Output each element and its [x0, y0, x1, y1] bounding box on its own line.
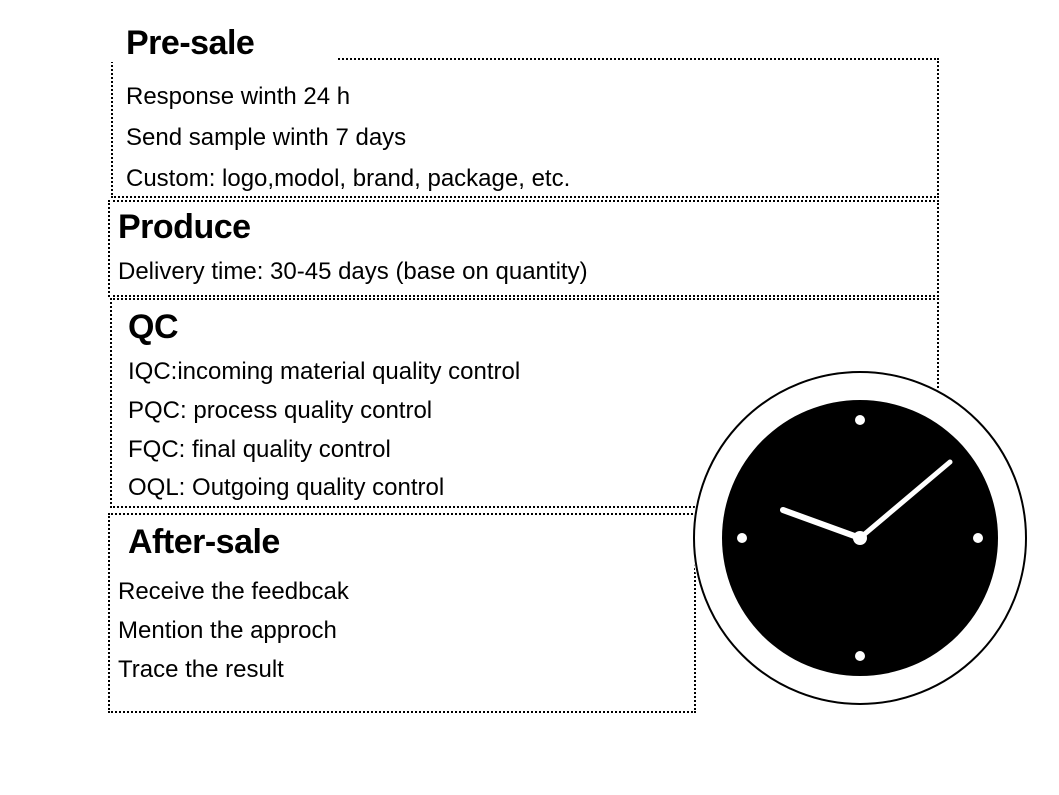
aftersale-item: Trace the result	[118, 653, 349, 688]
qc-item: OQL: Outgoing quality control	[128, 471, 520, 506]
produce-title: Produce	[118, 208, 251, 247]
qc-item: PQC: process quality control	[128, 394, 520, 429]
produce-item: Delivery time: 30-45 days (base on quant…	[118, 255, 588, 290]
qc-item: IQC:incoming material quality control	[128, 355, 520, 390]
aftersale-item: Receive the feedbcak	[118, 575, 349, 610]
presale-item: Custom: logo,modol, brand, package, etc.	[126, 162, 570, 197]
aftersale-item: Mention the approch	[118, 614, 349, 649]
qc-title: QC	[128, 308, 178, 347]
presale-item: Response winth 24 h	[126, 80, 570, 115]
qc-item: FQC: final quality control	[128, 433, 520, 468]
aftersale-title: After-sale	[128, 523, 280, 562]
presale-title: Pre-sale	[126, 24, 254, 63]
presale-item: Send sample winth 7 days	[126, 121, 570, 156]
clock-icon	[692, 370, 1028, 706]
